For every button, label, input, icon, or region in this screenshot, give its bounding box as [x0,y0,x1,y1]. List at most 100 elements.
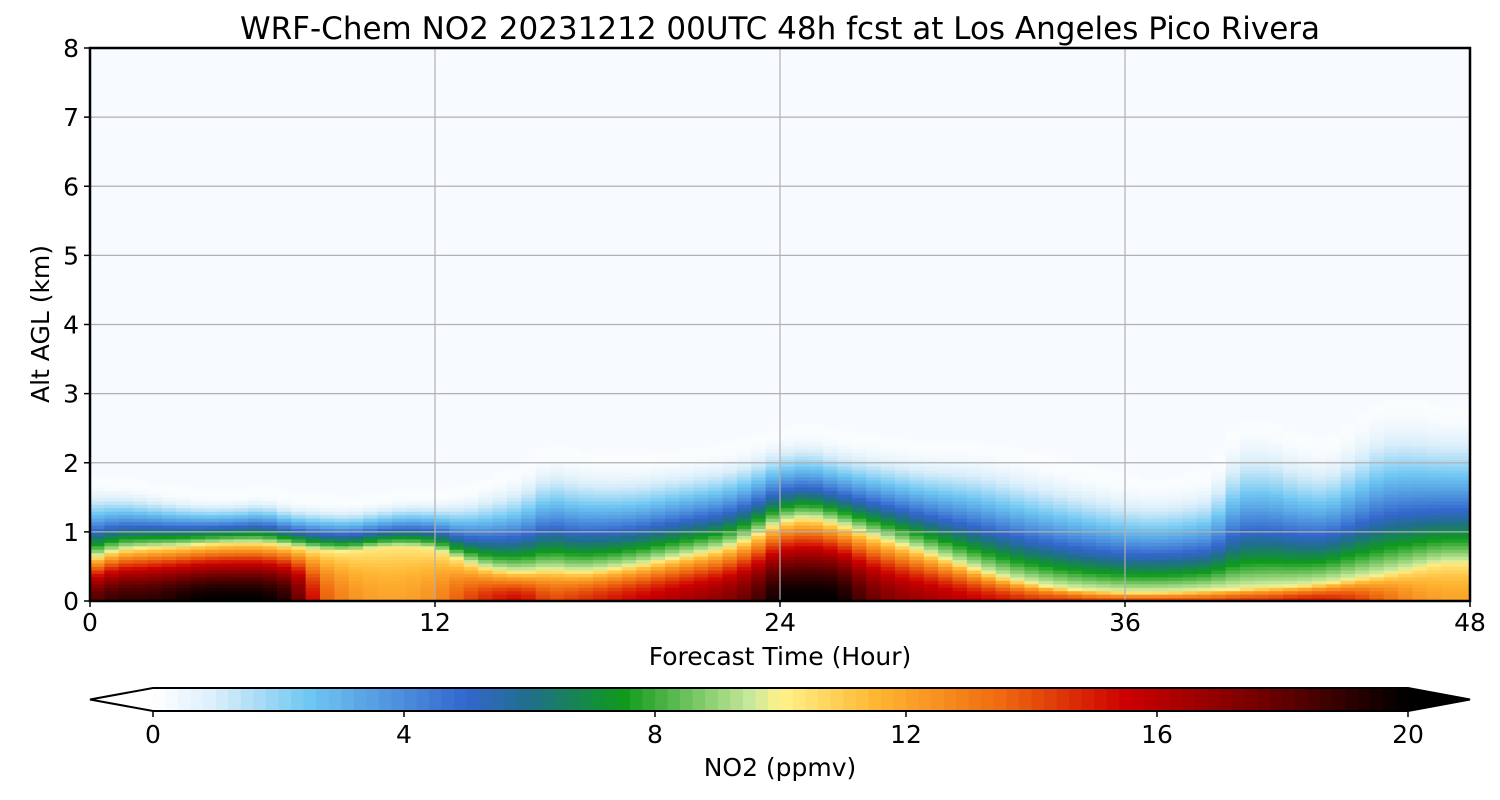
field-cell [118,542,134,547]
field-cell [578,486,594,491]
field-cell [90,514,105,519]
field-cell [593,573,609,578]
field-cell [406,545,422,550]
field-cell [492,483,508,488]
field-cell [665,473,680,478]
x-axis-ticks: 0 12 24 36 48 [82,601,1486,637]
field-cell [665,559,680,564]
field-cell [593,483,609,488]
field-cell [521,580,537,585]
field-cell [248,552,264,557]
field-cell [1240,480,1255,485]
field-cell [1355,587,1370,592]
field-cell [1455,562,1471,568]
field-cell [650,552,666,557]
field-cell [1225,448,1241,453]
field-cell [693,473,709,478]
field-cell [1240,538,1255,543]
field-cell [823,507,839,512]
colorbar-segment [1320,688,1334,711]
field-cell [1096,573,1112,578]
field-cell [1426,507,1442,512]
field-cell [1383,400,1399,405]
field-cell [248,514,264,519]
colorbar-label: NO2 (ppmv) [704,753,857,782]
field-cell [348,545,364,550]
field-cell [923,448,939,453]
field-cell [1081,552,1097,557]
field-cell [1038,514,1054,519]
field-cell [262,583,278,588]
field-cell [435,528,450,533]
field-cell [406,511,422,516]
field-cell [780,587,795,592]
field-cell [1398,514,1414,519]
field-cell [808,507,824,512]
field-cell [1139,497,1155,502]
field-cell [1110,597,1126,602]
field-cell [765,580,781,585]
field-cell [837,549,853,554]
field-cell [722,469,738,474]
field-cell [923,545,939,550]
field-cell [564,448,580,453]
field-cell [1168,504,1184,509]
field-cell [1383,438,1399,443]
field-cell [1412,569,1428,574]
field-cell [607,521,623,526]
field-cell [880,542,896,547]
field-cell [363,521,379,526]
field-cell [578,521,594,526]
field-cell [823,573,839,578]
field-cell [1139,573,1155,578]
field-cell [880,497,896,502]
field-cell [377,549,393,554]
field-cell [621,583,637,588]
field-cell [1110,542,1126,547]
colorbar-segment [755,688,769,711]
field-cell [133,587,149,592]
colorbar-segment [968,688,982,711]
field-cell [578,559,594,564]
field-cell [923,562,939,568]
field-cell [535,507,551,512]
field-cell [851,435,867,440]
field-cell [521,473,537,478]
field-cell [866,466,882,471]
field-cell [650,535,666,540]
field-cell [420,580,436,585]
field-cell [391,528,407,533]
field-cell [1311,462,1327,467]
field-cell [276,535,292,540]
field-cell [1139,597,1155,602]
field-cell [550,476,565,481]
field-cell [1355,483,1370,488]
field-cell [1168,524,1184,530]
field-cell [1254,493,1270,498]
field-cell [363,580,379,585]
field-cell [133,552,149,557]
field-cell [780,518,795,523]
field-cell [751,559,767,564]
field-cell [995,469,1011,474]
field-cell [880,466,896,471]
field-cell [938,514,954,519]
field-cell [550,542,565,547]
field-cell [1268,590,1284,595]
field-cell [665,542,680,547]
field-cell [133,511,149,516]
field-cell [1182,559,1198,564]
field-cell [262,486,278,491]
field-cell [463,524,479,530]
field-cell [305,559,321,564]
field-cell [118,528,134,533]
field-cell [607,455,623,460]
field-cell [550,576,565,581]
field-cell [478,480,494,485]
field-cell [1455,556,1471,561]
field-cell [679,469,695,474]
field-cell [1441,410,1457,415]
field-cell [866,549,882,554]
field-cell [348,587,364,592]
field-cell [1153,556,1169,561]
